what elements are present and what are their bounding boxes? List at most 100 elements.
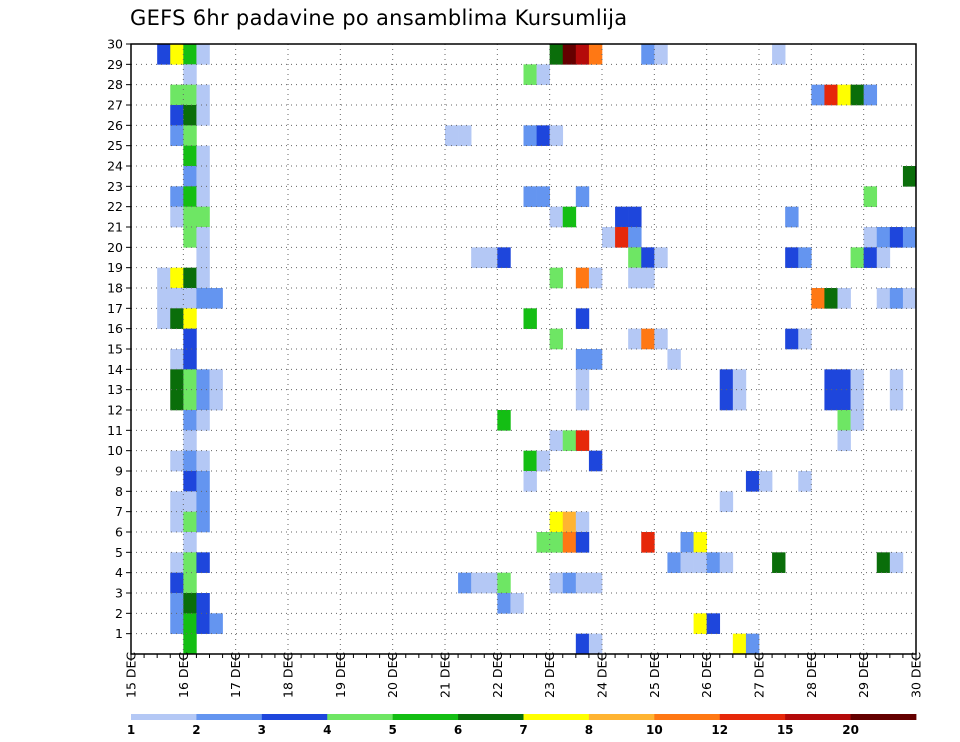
- heatmap-cell: [824, 84, 838, 106]
- heatmap-cell: [562, 572, 577, 594]
- heatmap-cell: [183, 206, 197, 228]
- heatmap-cell: [863, 227, 878, 248]
- heatmap-cell: [641, 44, 655, 65]
- y-tick-label: 19: [107, 260, 123, 275]
- heatmap-cell: [523, 308, 537, 329]
- heatmap-cell: [183, 511, 197, 533]
- heatmap-cell: [497, 410, 511, 431]
- heatmap-cell: [549, 328, 564, 350]
- heatmap-cell: [497, 247, 511, 268]
- x-tick-label: 22 DEC: [490, 652, 505, 698]
- heatmap-cell: [575, 532, 590, 553]
- heatmap-cell: [850, 369, 864, 390]
- y-tick-label: 6: [115, 525, 123, 540]
- heatmap-cell: [196, 227, 210, 248]
- y-tick-label: 30: [107, 37, 123, 52]
- gridlines: [131, 44, 916, 654]
- y-tick-label: 8: [115, 484, 123, 499]
- x-tick-label: 18 DEC: [281, 652, 296, 698]
- heatmap-cell: [902, 166, 917, 187]
- heatmap-cell: [157, 288, 171, 309]
- heatmap-cell: [588, 450, 603, 472]
- heatmap-cell: [889, 227, 904, 248]
- heatmap-cell: [497, 593, 511, 614]
- heatmap-cell: [719, 552, 734, 573]
- heatmap-cell: [628, 247, 642, 268]
- heatmap-cell: [837, 389, 851, 411]
- x-tick-label: 17 DEC: [228, 652, 243, 698]
- heatmap-cell: [706, 552, 721, 573]
- heatmap-cell: [837, 84, 851, 106]
- heatmap-cells: [157, 44, 917, 655]
- heatmap-cell: [902, 227, 917, 248]
- colorbar-swatch: [785, 714, 851, 720]
- heatmap-cell: [575, 267, 590, 289]
- heatmap-cell: [458, 572, 472, 594]
- heatmap-cell: [745, 471, 760, 492]
- heatmap-cell: [523, 64, 537, 85]
- heatmap-cell: [196, 450, 210, 472]
- heatmap-cell: [549, 206, 564, 228]
- heatmap-cell: [196, 410, 210, 431]
- heatmap-cell: [196, 166, 210, 187]
- x-tick-label: 21 DEC: [438, 652, 453, 698]
- heatmap-cell: [196, 288, 210, 309]
- x-tick-label: 24 DEC: [595, 652, 610, 698]
- heatmap-cell: [575, 633, 590, 655]
- heatmap-cell: [183, 166, 197, 187]
- heatmap-cell: [183, 450, 197, 472]
- heatmap-cell: [837, 288, 851, 309]
- heatmap-cell: [785, 247, 799, 268]
- colorbar-label: 6: [454, 723, 462, 737]
- x-tick-label: 19 DEC: [333, 652, 348, 698]
- heatmap-cell: [523, 471, 537, 492]
- heatmap-cell: [471, 572, 485, 594]
- heatmap-cell: [196, 389, 210, 411]
- heatmap-cell: [667, 349, 681, 370]
- heatmap-cell: [183, 186, 197, 207]
- heatmap-cell: [549, 572, 564, 594]
- y-tick-label: 22: [107, 199, 123, 214]
- y-tick-label: 1: [115, 626, 123, 641]
- heatmap-cell: [772, 44, 786, 65]
- heatmap-cell: [183, 389, 197, 411]
- colorbar-swatch: [523, 714, 590, 720]
- heatmap-cell: [732, 369, 747, 390]
- x-tick-label: 27 DEC: [752, 652, 767, 698]
- heatmap-cell: [798, 471, 812, 492]
- heatmap-cell: [458, 125, 472, 146]
- heatmap-cell: [196, 613, 210, 634]
- heatmap-cell: [445, 125, 459, 146]
- y-tick-label: 20: [107, 240, 123, 255]
- colorbar-label: 8: [585, 723, 593, 737]
- heatmap-cell: [196, 267, 210, 289]
- heatmap-cell: [732, 389, 747, 411]
- heatmap-cell: [536, 186, 550, 207]
- heatmap-cell: [876, 552, 891, 573]
- y-tick-label: 13: [107, 382, 123, 397]
- heatmap-cell: [850, 247, 864, 268]
- heatmap-cell: [183, 267, 197, 289]
- x-tick-label: 25 DEC: [647, 652, 662, 698]
- heatmap-cell: [183, 145, 197, 167]
- heatmap-cell: [575, 389, 590, 411]
- y-tick-label: 21: [107, 220, 123, 235]
- heatmap-cell: [183, 593, 197, 614]
- heatmap-cell: [183, 369, 197, 390]
- heatmap-cell: [654, 328, 668, 350]
- heatmap-cell: [523, 125, 537, 146]
- heatmap-cell: [575, 511, 590, 533]
- heatmap-cell: [183, 613, 197, 634]
- heatmap-cell: [183, 430, 197, 451]
- colorbar-label: 1: [127, 723, 135, 737]
- heatmap-cell: [196, 491, 210, 512]
- colorbar-swatch: [261, 714, 328, 720]
- heatmap-cell: [183, 572, 197, 594]
- y-tick-label: 14: [107, 362, 123, 377]
- y-tick-label: 3: [115, 586, 123, 601]
- heatmap-cell: [196, 369, 210, 390]
- heatmap-cell: [196, 84, 210, 106]
- heatmap-cell: [628, 267, 642, 289]
- heatmap-cell: [157, 308, 171, 329]
- heatmap-cell: [889, 389, 904, 411]
